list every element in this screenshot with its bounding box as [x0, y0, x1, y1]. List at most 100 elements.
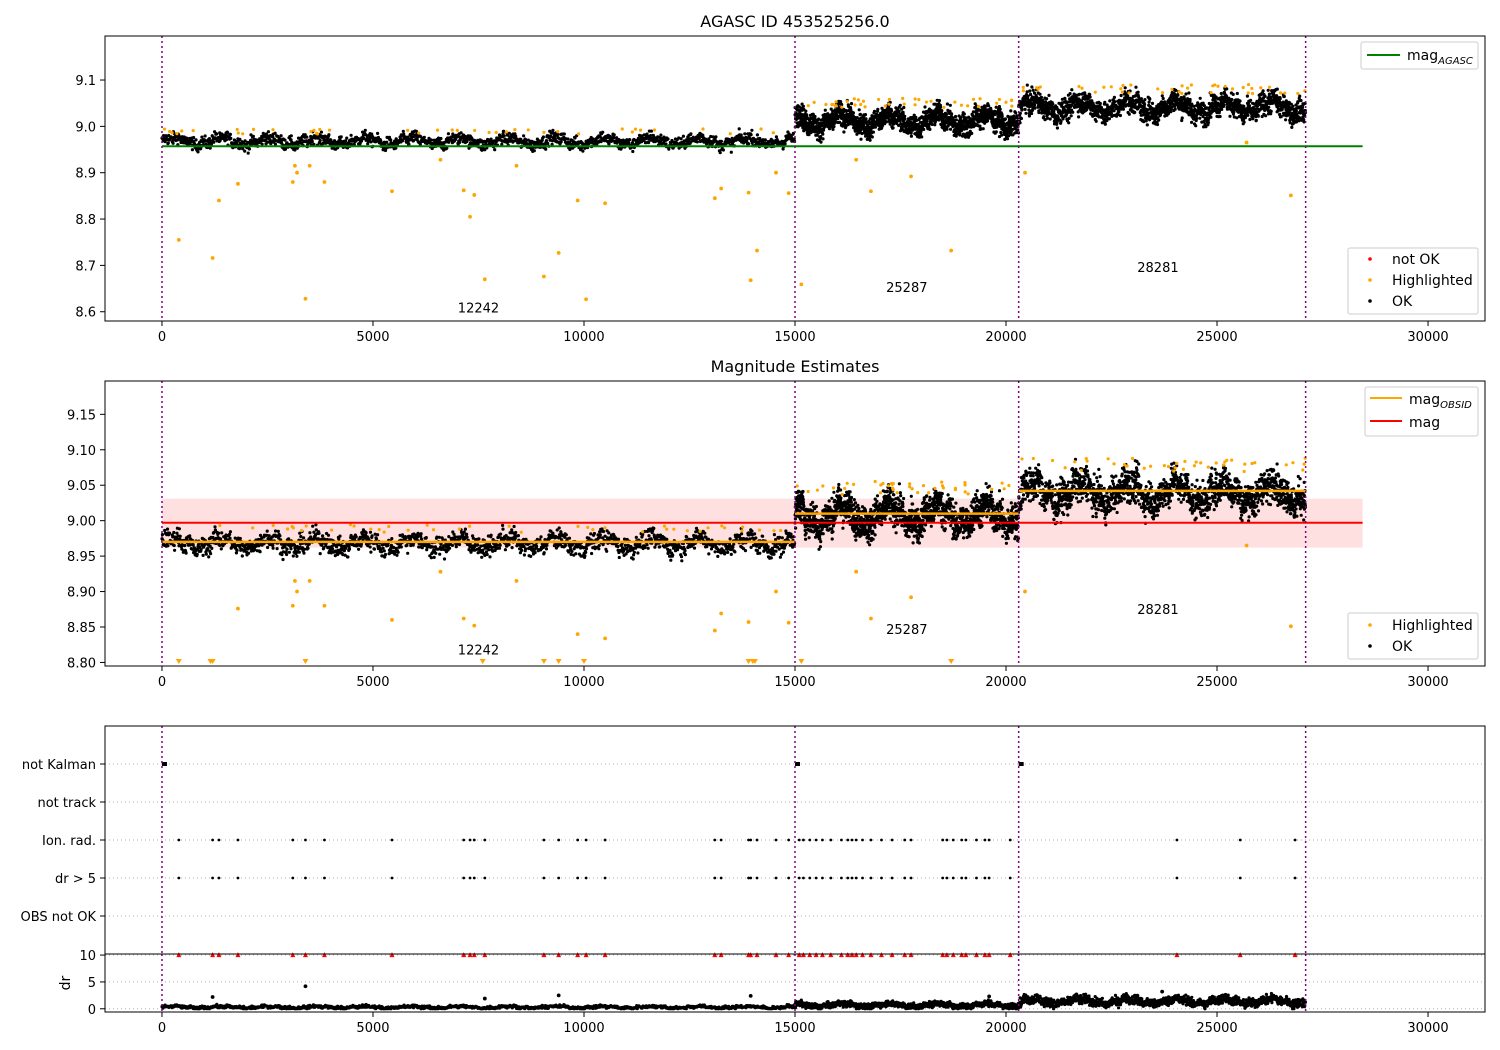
panel2-xtick-label: 25000: [1196, 675, 1237, 690]
dr-gt-5-flag: [861, 876, 864, 880]
dr-clipped-marker: [902, 952, 908, 958]
highlighted-point: [1127, 91, 1131, 95]
below-range-marker: [302, 659, 309, 664]
highlighted-point: [461, 616, 466, 621]
dr-gt-5-flag: [177, 876, 181, 880]
highlighted-point: [457, 527, 462, 531]
below-range-marker: [209, 659, 216, 664]
highlighted-point: [620, 127, 624, 131]
highlighted-point: [1267, 85, 1272, 89]
highlighted-point: [494, 130, 498, 135]
below-range-marker: [948, 659, 955, 664]
dr-panel: 0 5000 10000 15000 20000 25000 30000 0 5 10 dr: [58, 949, 1486, 1036]
highlighted-point: [1223, 84, 1227, 88]
highlighted-point: [450, 128, 454, 132]
dr-clipped-marker: [868, 952, 874, 958]
highlighted-point: [251, 526, 255, 530]
dr-gt-5-flag: [960, 876, 964, 880]
highlighted-point: [1209, 90, 1213, 95]
dr-clipped-marker: [786, 952, 792, 958]
highlighted-point: [746, 190, 751, 195]
highlighted-point: [1283, 91, 1287, 95]
below-range-marker: [798, 659, 805, 664]
highlighted-point: [603, 526, 607, 530]
dr-clipped-marker: [845, 952, 851, 958]
highlighted-point: [210, 256, 215, 260]
highlighted-point: [1021, 85, 1025, 89]
below-range-marker: [745, 659, 752, 664]
highlighted-point: [652, 128, 657, 132]
ion-rad-flag: [217, 838, 221, 842]
highlighted-point: [913, 97, 917, 101]
highlighted-point: [180, 129, 184, 133]
highlighted-point: [966, 492, 970, 496]
highlighted-point: [1301, 468, 1305, 472]
dr-gt-5-flag: [829, 876, 833, 880]
highlighted-point: [309, 129, 313, 134]
dr-gt-5-flag: [323, 876, 326, 880]
panel2-xtick-label: 15000: [774, 675, 815, 690]
flag-category-label: not Kalman: [22, 758, 96, 773]
highlighted-point: [526, 128, 530, 132]
highlighted-point: [779, 528, 783, 533]
panel1-xtick-label: 5000: [356, 330, 389, 345]
highlighted-point: [1246, 91, 1250, 95]
highlighted-point: [909, 595, 913, 600]
agasc-magnitude-panel: AGASC ID 453525256.0 12242 25287 28281 0 50…: [75, 12, 1486, 345]
ion-rad-flag: [945, 838, 949, 842]
dr-gt-5-flag: [462, 876, 466, 880]
highlighted-point: [425, 523, 429, 527]
highlighted-point: [1170, 87, 1174, 91]
ion-rad-flag: [304, 838, 307, 842]
dr-gt-5-flag: [1175, 876, 1179, 880]
magnitude-estimates-panel: Magnitude Estimates 12242 25287 28281 0 500…: [67, 357, 1486, 690]
highlighted-point: [890, 486, 895, 490]
highlighted-point: [472, 193, 477, 197]
highlighted-point: [861, 99, 866, 103]
highlighted-point: [1148, 464, 1153, 468]
highlighted-point: [390, 618, 394, 622]
panel1-ytick-label: 9.1: [75, 74, 96, 89]
highlighted-point: [1023, 589, 1027, 594]
highlighted-point: [382, 530, 386, 534]
highlighted-point: [719, 186, 724, 191]
highlighted-point: [1242, 469, 1246, 474]
highlighted-point: [953, 100, 957, 104]
highlighted-point: [921, 484, 926, 488]
dr-clipped-marker: [754, 952, 760, 958]
dr-gt-5-flag: [808, 876, 812, 880]
highlighted-point: [933, 486, 937, 490]
highlighted-point: [1156, 87, 1160, 91]
highlighted-point: [821, 484, 825, 488]
highlighted-point: [949, 248, 954, 253]
highlighted-point: [556, 130, 560, 134]
highlighted-point: [487, 130, 491, 135]
panel4-ytick-label: 0: [88, 1003, 96, 1018]
highlighted-point: [662, 524, 667, 528]
dr-gt-5-flag: [304, 876, 307, 880]
panel3-plot-area: [105, 726, 1485, 954]
ion-rad-flag: [846, 838, 850, 842]
highlighted-point: [831, 486, 836, 490]
dr-gt-5-flag: [603, 876, 607, 880]
highlighted-point: [929, 99, 933, 103]
panel3-axes: not Kalman not track Ion. rad. dr > 5 OBS no…: [21, 725, 1486, 955]
highlighted-point: [685, 529, 689, 533]
panel1-ytick-label: 8.8: [75, 213, 96, 228]
dr-points: [793, 998, 1021, 1011]
highlighted-point: [1079, 468, 1083, 472]
dr-gt-5-flag: [390, 876, 394, 880]
highlighted-point: [879, 483, 883, 487]
obsid-label: 12242: [458, 302, 499, 317]
highlighted-point: [878, 491, 883, 495]
dr-clipped-marker: [982, 952, 988, 958]
highlighted-point: [759, 127, 763, 131]
highlighted-point: [1189, 83, 1194, 87]
highlighted-point: [1038, 85, 1042, 89]
highlighted-point: [869, 189, 873, 194]
panel1-xtick-label: 0: [158, 330, 166, 345]
obsid-label: 28281: [1137, 261, 1178, 276]
ion-rad-flag: [323, 838, 326, 842]
ion-rad-flag: [951, 838, 955, 842]
